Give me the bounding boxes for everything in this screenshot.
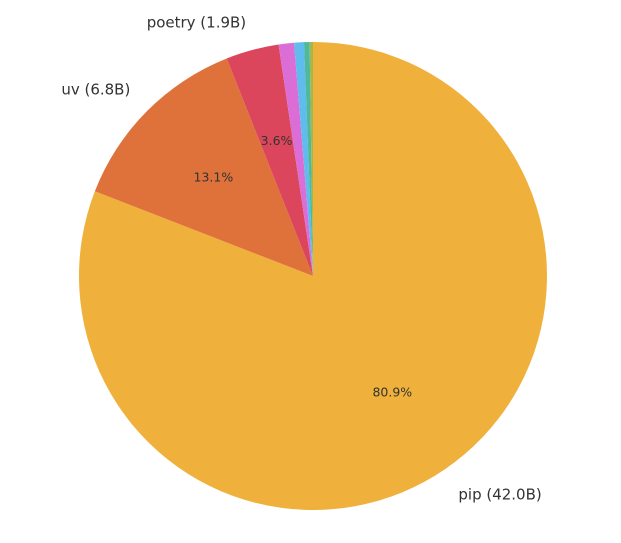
slices-layer bbox=[78, 41, 547, 510]
category-label-poetry: poetry (1.9B) bbox=[147, 13, 246, 31]
category-label-uv: uv (6.8B) bbox=[61, 81, 130, 99]
pie-slice-5 bbox=[303, 42, 313, 276]
pie-slice-3 bbox=[278, 42, 313, 276]
labels-layer: 80.9% pip (42.0B) 13.1% uv (6.8B) 3.6% poetry… bbox=[61, 13, 541, 503]
pie-slice-uv bbox=[94, 58, 313, 277]
pie-slice-poetry bbox=[226, 44, 313, 276]
category-label-pip: pip (42.0B) bbox=[458, 486, 541, 504]
pie-slice-6 bbox=[309, 41, 313, 276]
pie-slice-4 bbox=[294, 42, 313, 277]
pie-slice-pip bbox=[78, 42, 547, 510]
percent-label-uv: 13.1% bbox=[194, 170, 234, 185]
percent-label-pip: 80.9% bbox=[372, 384, 412, 399]
percent-label-poetry: 3.6% bbox=[261, 133, 293, 148]
